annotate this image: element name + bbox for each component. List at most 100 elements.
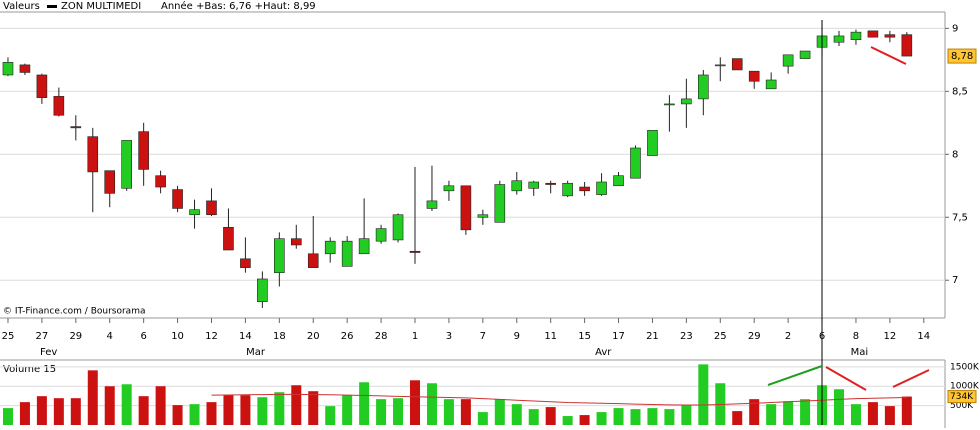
volume-bar [562, 416, 573, 425]
volume-bar [834, 389, 845, 425]
month-label: Avr [595, 347, 612, 358]
candle-body [477, 214, 489, 218]
candle-body [375, 228, 387, 242]
x-tick-label: 14 [917, 331, 930, 342]
month-label: Mai [851, 347, 869, 358]
last-price-tag [947, 48, 977, 64]
candle-body [290, 238, 302, 246]
volume-bar [579, 415, 590, 425]
candle-body [494, 184, 506, 223]
volume-moving-average [211, 393, 907, 406]
candle-body [664, 103, 675, 106]
volume-bar [511, 404, 522, 425]
volume-bar [664, 409, 675, 425]
x-tick-label: 14 [239, 331, 252, 342]
last-price-label: 8,78 [951, 51, 973, 62]
candle-body [765, 79, 777, 90]
volume-bar [443, 399, 454, 425]
volume-bar [342, 395, 353, 425]
candle-body [53, 96, 65, 116]
volume-bar [884, 406, 895, 425]
volume-tick-label: 1500K [950, 362, 980, 372]
volume-bar [800, 399, 811, 425]
month-label: Mar [246, 347, 266, 358]
trend-annotation [870, 46, 907, 65]
volume-bar [172, 405, 183, 425]
volume-bar [104, 386, 115, 425]
volume-bar [647, 408, 658, 425]
candle-body [443, 185, 455, 192]
candle-body [206, 200, 217, 216]
y-tick-label: 8 [952, 149, 958, 160]
source: © IT-Finance.com / Boursorama [3, 307, 145, 317]
x-tick-label: 6 [140, 331, 146, 342]
volume-bar [257, 397, 268, 425]
volume-bar [206, 402, 217, 425]
y-tick-label: 9 [952, 23, 958, 34]
trend-annotation [825, 366, 867, 391]
candle-body [698, 74, 709, 100]
x-tick-label: 20 [307, 331, 320, 342]
candle-body [579, 186, 590, 192]
candle-body [681, 98, 692, 105]
x-tick-label: 11 [544, 331, 557, 342]
candle-body [545, 182, 556, 185]
candle-body [274, 238, 285, 273]
volume-bar [223, 395, 234, 425]
candle-body [647, 130, 658, 156]
candle-body [121, 140, 132, 189]
volume-bar [189, 404, 200, 425]
volume-bar [2, 408, 13, 425]
volume-bar [359, 382, 370, 425]
candle-body [782, 54, 794, 67]
candle-body [392, 214, 404, 241]
volume-bar [477, 412, 488, 425]
volume-bar [766, 404, 777, 425]
volume-bar [70, 398, 81, 425]
volume-bar [783, 401, 794, 425]
candle-body [596, 181, 607, 195]
volume-bar [36, 396, 47, 425]
x-tick-label: 8 [853, 331, 859, 342]
volume-bar [19, 402, 30, 425]
x-tick-label: 26 [341, 331, 354, 342]
x-tick-label: 9 [514, 331, 520, 342]
volume-bar [87, 370, 98, 425]
volume-bar [240, 395, 251, 425]
volume-bar [376, 399, 387, 425]
y-tick-label: 7,5 [952, 212, 968, 223]
x-tick-label: 17 [612, 331, 625, 342]
candle-body [2, 62, 14, 76]
candle-body [630, 147, 641, 179]
candle-body [138, 131, 149, 170]
x-tick-label: 1 [412, 331, 418, 342]
candle-body [155, 175, 166, 188]
x-tick-label: 4 [107, 331, 113, 342]
volume-bar [749, 399, 760, 425]
header-label: Valeurs [3, 1, 40, 12]
volume-bar [393, 398, 404, 425]
x-tick-label: 12 [884, 331, 897, 342]
volume-bar [545, 407, 556, 425]
y-tick-label: 8,5 [952, 86, 968, 97]
candle-body [223, 227, 234, 251]
candle-body [562, 182, 573, 197]
last-volume-tag [947, 390, 977, 404]
x-tick-label: 10 [171, 331, 184, 342]
volume-bar [596, 412, 607, 425]
candle-body [901, 34, 913, 57]
volume-bar [426, 383, 437, 425]
candle-body [172, 189, 183, 209]
legend-swatch [47, 5, 57, 8]
volume-bar [613, 408, 624, 425]
candle-body [613, 175, 624, 187]
candle-body [70, 126, 82, 129]
candle-body [324, 240, 336, 255]
candle-body [528, 181, 540, 189]
candle-body [867, 30, 879, 38]
volume-tick-label: 1000K [950, 382, 980, 392]
y-tick-label: 7 [952, 275, 958, 286]
candle-body [257, 278, 268, 302]
